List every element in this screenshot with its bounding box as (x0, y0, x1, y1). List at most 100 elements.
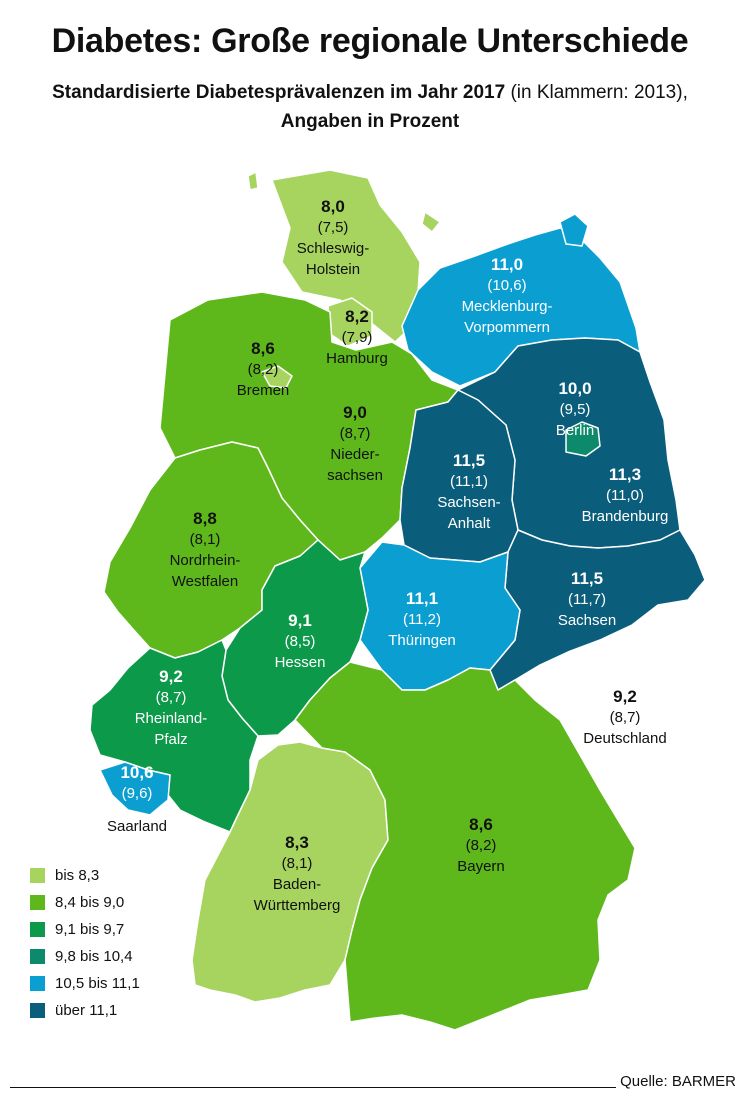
legend-item: 9,1 bis 9,7 (30, 916, 140, 943)
prev-hamburg: (7,9) (341, 329, 373, 346)
legend-swatch (30, 949, 45, 964)
prev-hessen: (8,5) (284, 633, 316, 650)
label-thueringen: 11,1 (11,2) Thüringen (347, 588, 497, 651)
label-bremen: 8,6 (8,2) Bremen (188, 338, 338, 401)
legend-label: 10,5 bis 11,1 (55, 975, 140, 992)
prev-niedersachsen: (8,7) (339, 425, 371, 442)
name-sachsen: Sachsen (557, 612, 617, 629)
legend-swatch (30, 922, 45, 937)
region-saarland[interactable] (99, 761, 171, 816)
region-bremen[interactable] (261, 365, 293, 389)
subtitle-line2: Angaben in Prozent (280, 111, 460, 132)
source-rule (10, 1087, 616, 1088)
value-deutschland: 9,2 (613, 687, 637, 706)
name-mecklenburg-vorpommern-1: Mecklenburg- (461, 298, 553, 315)
prev-rheinland-pfalz: (8,7) (155, 689, 187, 706)
value-thueringen: 11,1 (405, 589, 439, 608)
prev-thueringen: (11,2) (402, 611, 442, 628)
prev-baden-wuerttemberg: (8,1) (281, 855, 313, 872)
legend-item: 8,4 bis 9,0 (30, 889, 140, 916)
subtitle-main: Standardisierte Diabetesprävalenzen im J… (52, 82, 506, 103)
subtitle-note: (in Klammern: 2013), (510, 82, 688, 103)
label-niedersachsen: 9,0 (8,7) Nieder- sachsen (280, 402, 430, 486)
name-saarland: Saarland (106, 818, 168, 835)
label-rheinland-pfalz: 9,2 (8,7) Rheinland- Pfalz (96, 666, 246, 750)
map-legend: bis 8,3 8,4 bis 9,0 9,1 bis 9,7 9,8 bis … (30, 862, 140, 1024)
legend-swatch (30, 868, 45, 883)
name-hamburg: Hamburg (326, 350, 388, 367)
value-nordrhein-westfalen: 8,8 (193, 509, 217, 528)
region-bayern[interactable] (294, 661, 636, 1031)
legend-label: über 11,1 (55, 1002, 118, 1019)
name-rheinland-pfalz-1: Rheinland- (134, 710, 208, 727)
prev-sachsen-anhalt: (11,1) (449, 473, 489, 490)
name-bremen: Bremen (236, 382, 290, 399)
value-mecklenburg-vorpommern: 11,0 (490, 255, 524, 274)
prev-brandenburg: (11,0) (605, 487, 645, 504)
name-deutschland: Deutschland (583, 730, 667, 747)
name-bayern: Bayern (457, 858, 505, 875)
name-baden-wuerttemberg-2: Württemberg (253, 897, 341, 914)
name-nordrhein-westfalen-2: Westfalen (171, 573, 239, 590)
prev-sachsen: (11,7) (567, 591, 607, 608)
region-ruegen (559, 213, 589, 247)
label-sachsen-anhalt: 11,5 (11,1) Sachsen- Anhalt (394, 450, 544, 534)
name-mecklenburg-vorpommern-2: Vorpommern (464, 319, 550, 336)
value-berlin: 10,0 (558, 379, 592, 398)
value-schleswig-holstein: 8,0 (321, 197, 345, 216)
name-baden-wuerttemberg-1: Baden- (272, 876, 322, 893)
label-hessen: 9,1 (8,5) Hessen (225, 610, 375, 673)
legend-item: 10,5 bis 11,1 (30, 970, 140, 997)
legend-label: bis 8,3 (55, 867, 100, 884)
prev-deutschland: (8,7) (609, 709, 641, 726)
prev-schleswig-holstein: (7,5) (317, 219, 349, 236)
value-hessen: 9,1 (288, 611, 312, 630)
legend-item: bis 8,3 (30, 862, 140, 889)
name-hessen: Hessen (274, 654, 326, 671)
region-berlin[interactable] (565, 421, 601, 457)
value-baden-wuerttemberg: 8,3 (285, 833, 309, 852)
page-subtitle: Standardisierte Diabetesprävalenzen im J… (0, 78, 740, 136)
label-bayern: 8,6 (8,2) Bayern (406, 814, 556, 877)
name-schleswig-holstein-2: Holstein (305, 261, 361, 278)
prev-saarland: (9,6) (121, 785, 153, 802)
name-niedersachsen-2: sachsen (327, 467, 383, 484)
label-schleswig-holstein: 8,0 (7,5) Schleswig- Holstein (258, 196, 408, 280)
legend-swatch (30, 895, 45, 910)
value-rheinland-pfalz: 9,2 (159, 667, 183, 686)
value-niedersachsen: 9,0 (343, 403, 367, 422)
prev-bremen: (8,2) (247, 361, 279, 378)
legend-swatch (30, 1003, 45, 1018)
prev-berlin: (9,5) (559, 401, 591, 418)
label-hamburg: 8,2 (7,9) Hamburg (282, 306, 432, 369)
legend-item: 9,8 bis 10,4 (30, 943, 140, 970)
label-saarland-name: Saarland (62, 816, 212, 837)
name-sachsen-anhalt-2: Anhalt (447, 515, 491, 532)
prev-bayern: (8,2) (465, 837, 497, 854)
source-credit: Quelle: BARMER (620, 1073, 736, 1090)
value-brandenburg: 11,3 (608, 465, 642, 484)
legend-label: 8,4 bis 9,0 (55, 894, 125, 911)
name-thueringen: Thüringen (388, 632, 456, 649)
label-baden-wuerttemberg: 8,3 (8,1) Baden- Württemberg (222, 832, 372, 916)
legend-label: 9,8 bis 10,4 (55, 948, 133, 965)
region-fehmarn (421, 211, 441, 233)
value-saarland: 10,6 (120, 763, 154, 782)
page-title: Diabetes: Große regionale Unterschiede (51, 22, 689, 60)
legend-label: 9,1 bis 9,7 (55, 921, 125, 938)
name-nordrhein-westfalen-1: Nordrhein- (169, 552, 241, 569)
value-sachsen-anhalt: 11,5 (452, 451, 486, 470)
name-niedersachsen-1: Nieder- (330, 446, 380, 463)
value-bremen: 8,6 (251, 339, 275, 358)
label-nordrhein-westfalen: 8,8 (8,1) Nordrhein- Westfalen (130, 508, 280, 592)
prev-nordrhein-westfalen: (8,1) (189, 531, 221, 548)
name-brandenburg: Brandenburg (581, 508, 669, 525)
label-mecklenburg-vorpommern: 11,0 (10,6) Mecklenburg- Vorpommern (432, 254, 582, 338)
value-sachsen: 11,5 (570, 569, 604, 588)
label-saarland-values: 10,6 (9,6) (62, 762, 212, 804)
legend-swatch (30, 976, 45, 991)
name-sachsen-anhalt-1: Sachsen- (437, 494, 501, 511)
label-deutschland: 9,2 (8,7) Deutschland (550, 686, 700, 749)
value-bayern: 8,6 (469, 815, 493, 834)
